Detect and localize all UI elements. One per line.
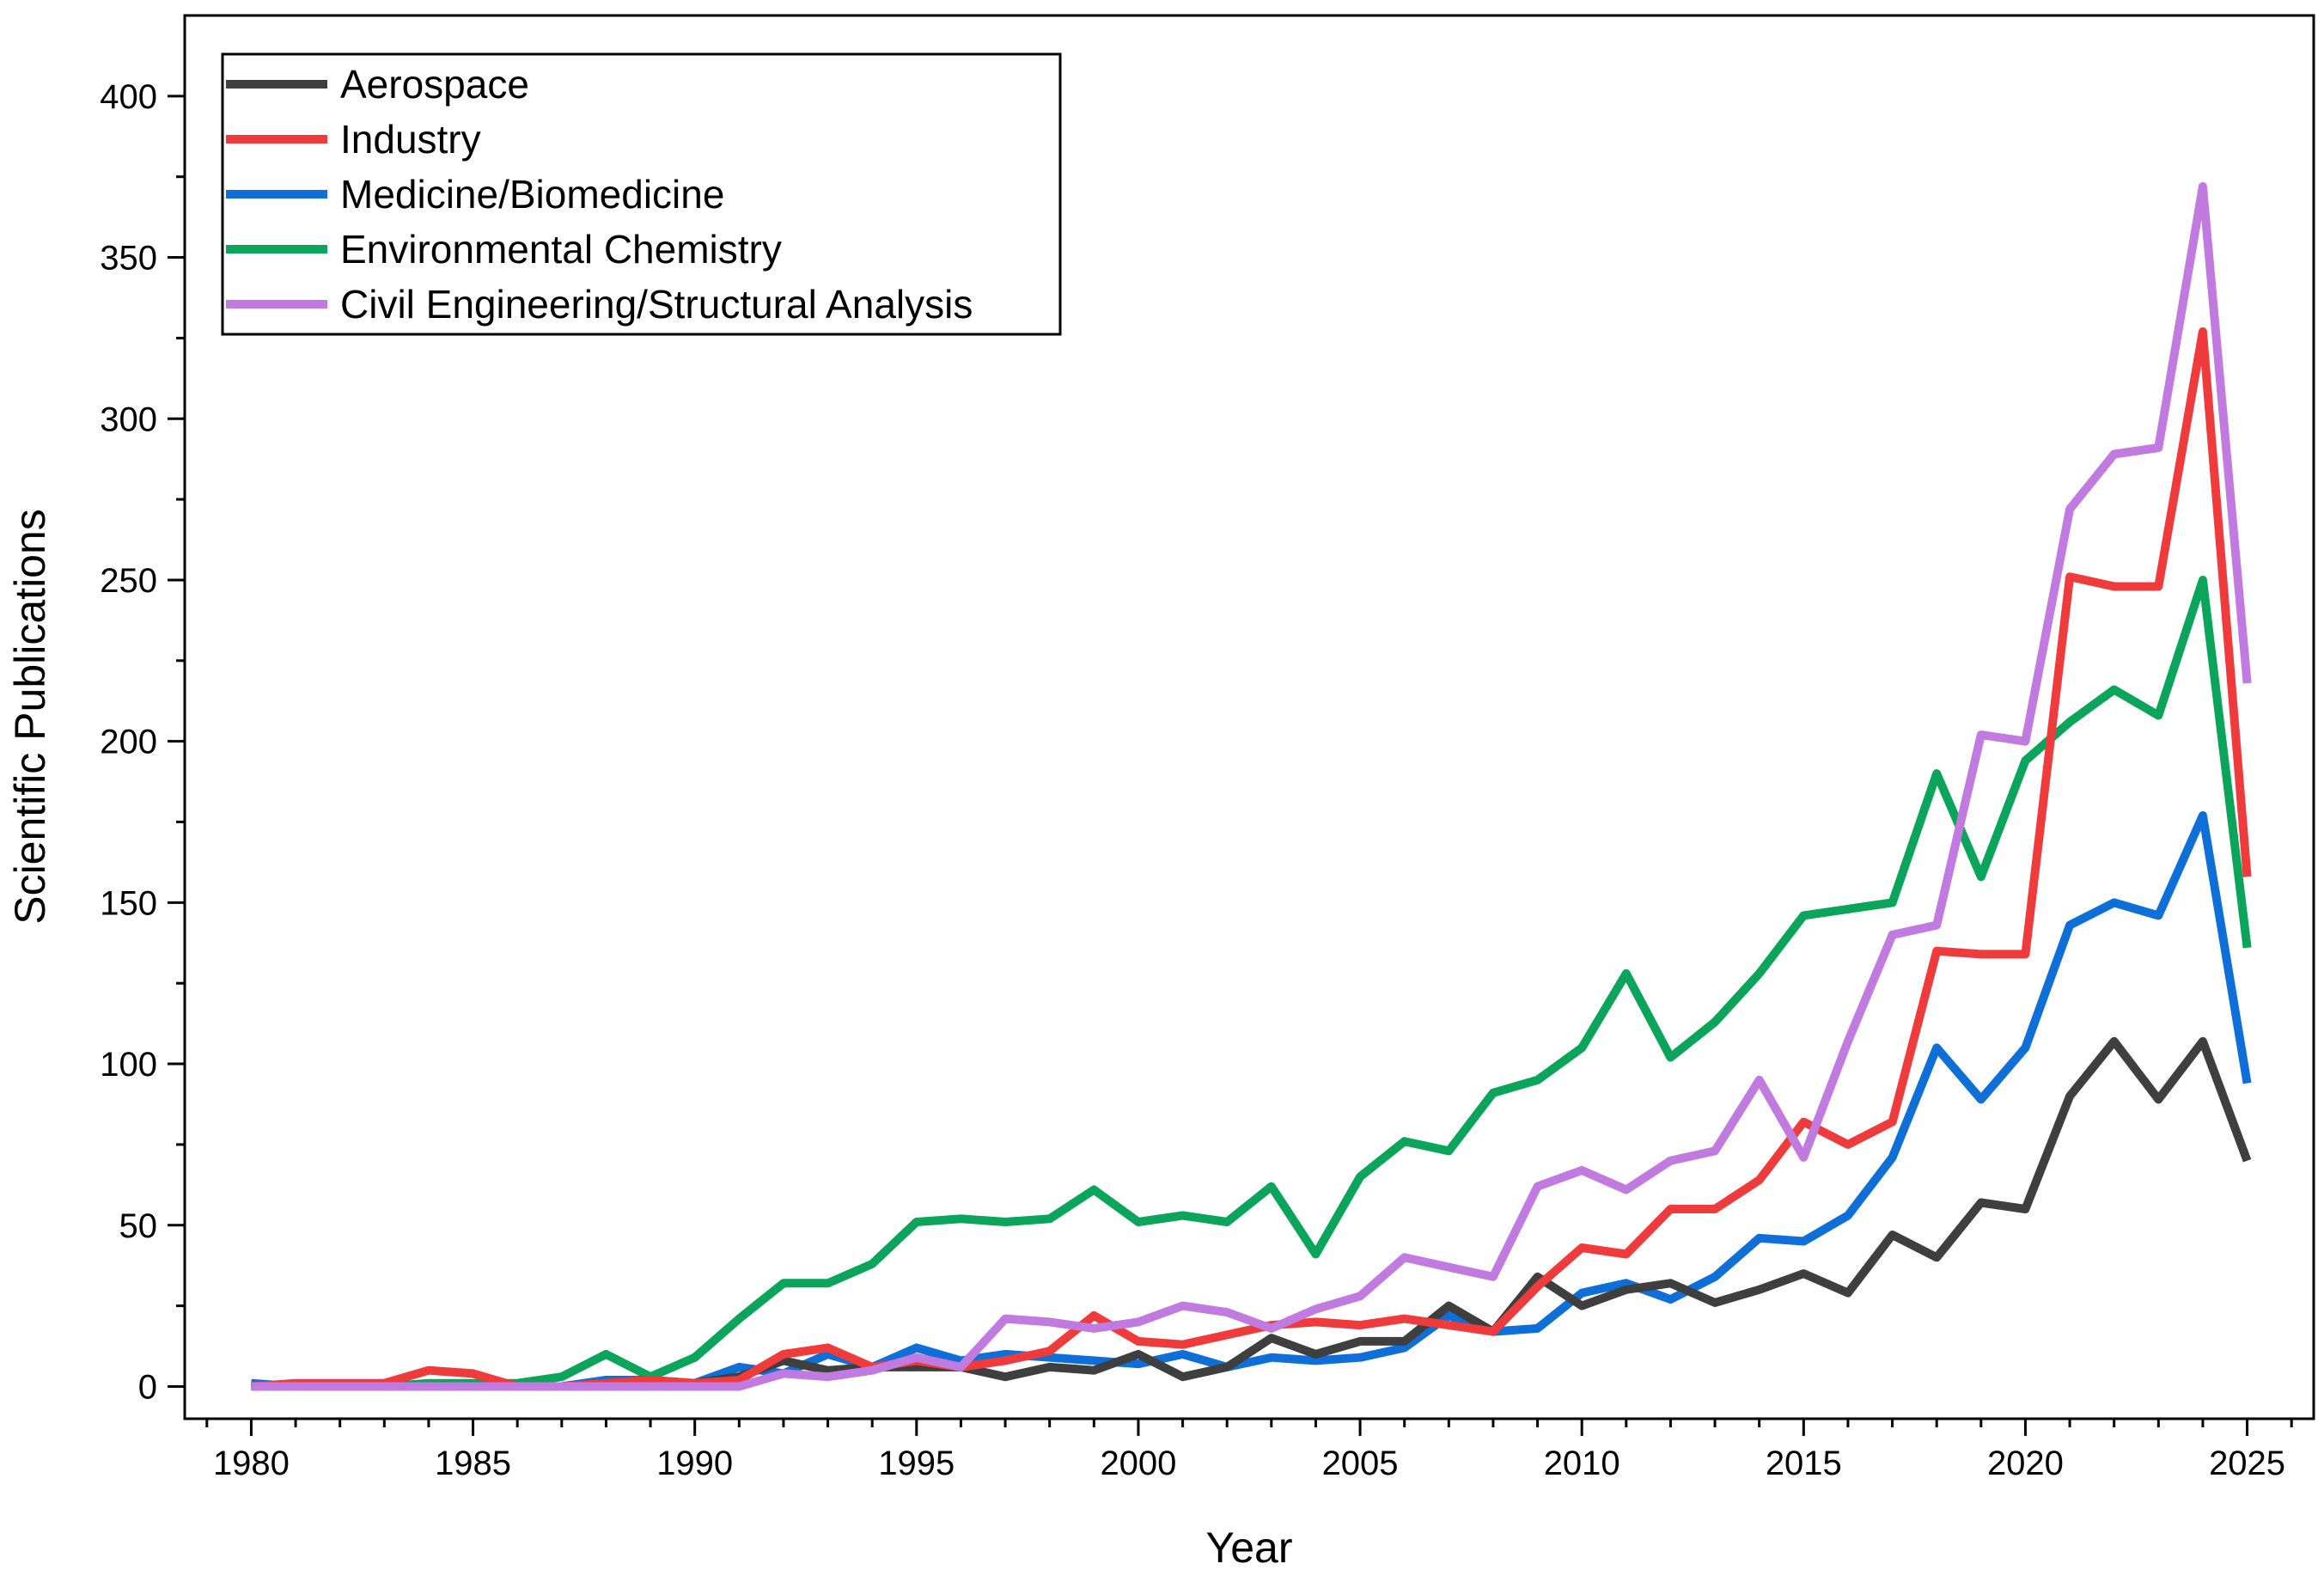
x-tick-label: 2010	[1544, 1445, 1620, 1482]
x-tick-label: 1980	[213, 1445, 290, 1482]
legend-frame	[221, 52, 1062, 336]
y-tick-label: 300	[100, 400, 157, 438]
x-tick-label: 2020	[1987, 1445, 2064, 1482]
y-axis-title: Scientific Publications	[6, 509, 54, 925]
legend: Aerospace Industry Medicine/Biomedicine Env…	[221, 52, 1062, 336]
plot-frame	[183, 14, 2315, 1420]
x-tick-label: 1985	[435, 1445, 511, 1482]
legend-label-medicine-biomedicine: Medicine/Biomedicine	[340, 172, 724, 217]
x-tick-label: 1990	[656, 1445, 733, 1482]
x-tick-label: 2025	[2209, 1445, 2285, 1482]
legend-label-aerospace: Aerospace	[340, 62, 529, 107]
x-axis: 1980 1985 1990 1995 2000 2005 2010 2015 2020 2025	[205, 1419, 2293, 1482]
y-tick-label: 150	[100, 884, 157, 922]
series-line-civil-engineering-structural-analysis	[251, 182, 2252, 1391]
series-line-environmental-chemistry	[251, 576, 2252, 1391]
legend-label-environmental-chemistry: Environmental Chemistry	[340, 227, 782, 272]
y-tick-label: 400	[100, 78, 157, 116]
y-tick-label: 0	[138, 1368, 157, 1406]
legend-label-civil-engineering-structural-analysis: Civil Engineering/Structural Analysis	[340, 282, 973, 327]
y-tick-label: 250	[100, 562, 157, 600]
legend-label-industry: Industry	[340, 117, 481, 162]
y-tick-label: 350	[100, 240, 157, 278]
x-tick-label: 1995	[878, 1445, 955, 1482]
y-tick-label: 100	[100, 1046, 157, 1084]
x-axis-title: Year	[1205, 1524, 1292, 1572]
x-tick-label: 2015	[1766, 1445, 1842, 1482]
x-tick-label: 2000	[1100, 1445, 1176, 1482]
y-axis: 0 50 100 150 200 250 300 350 400	[100, 78, 185, 1406]
x-tick-label: 2005	[1322, 1445, 1399, 1482]
y-tick-label: 50	[119, 1207, 158, 1245]
y-tick-label: 200	[100, 724, 157, 761]
series-layer	[251, 182, 2252, 1391]
